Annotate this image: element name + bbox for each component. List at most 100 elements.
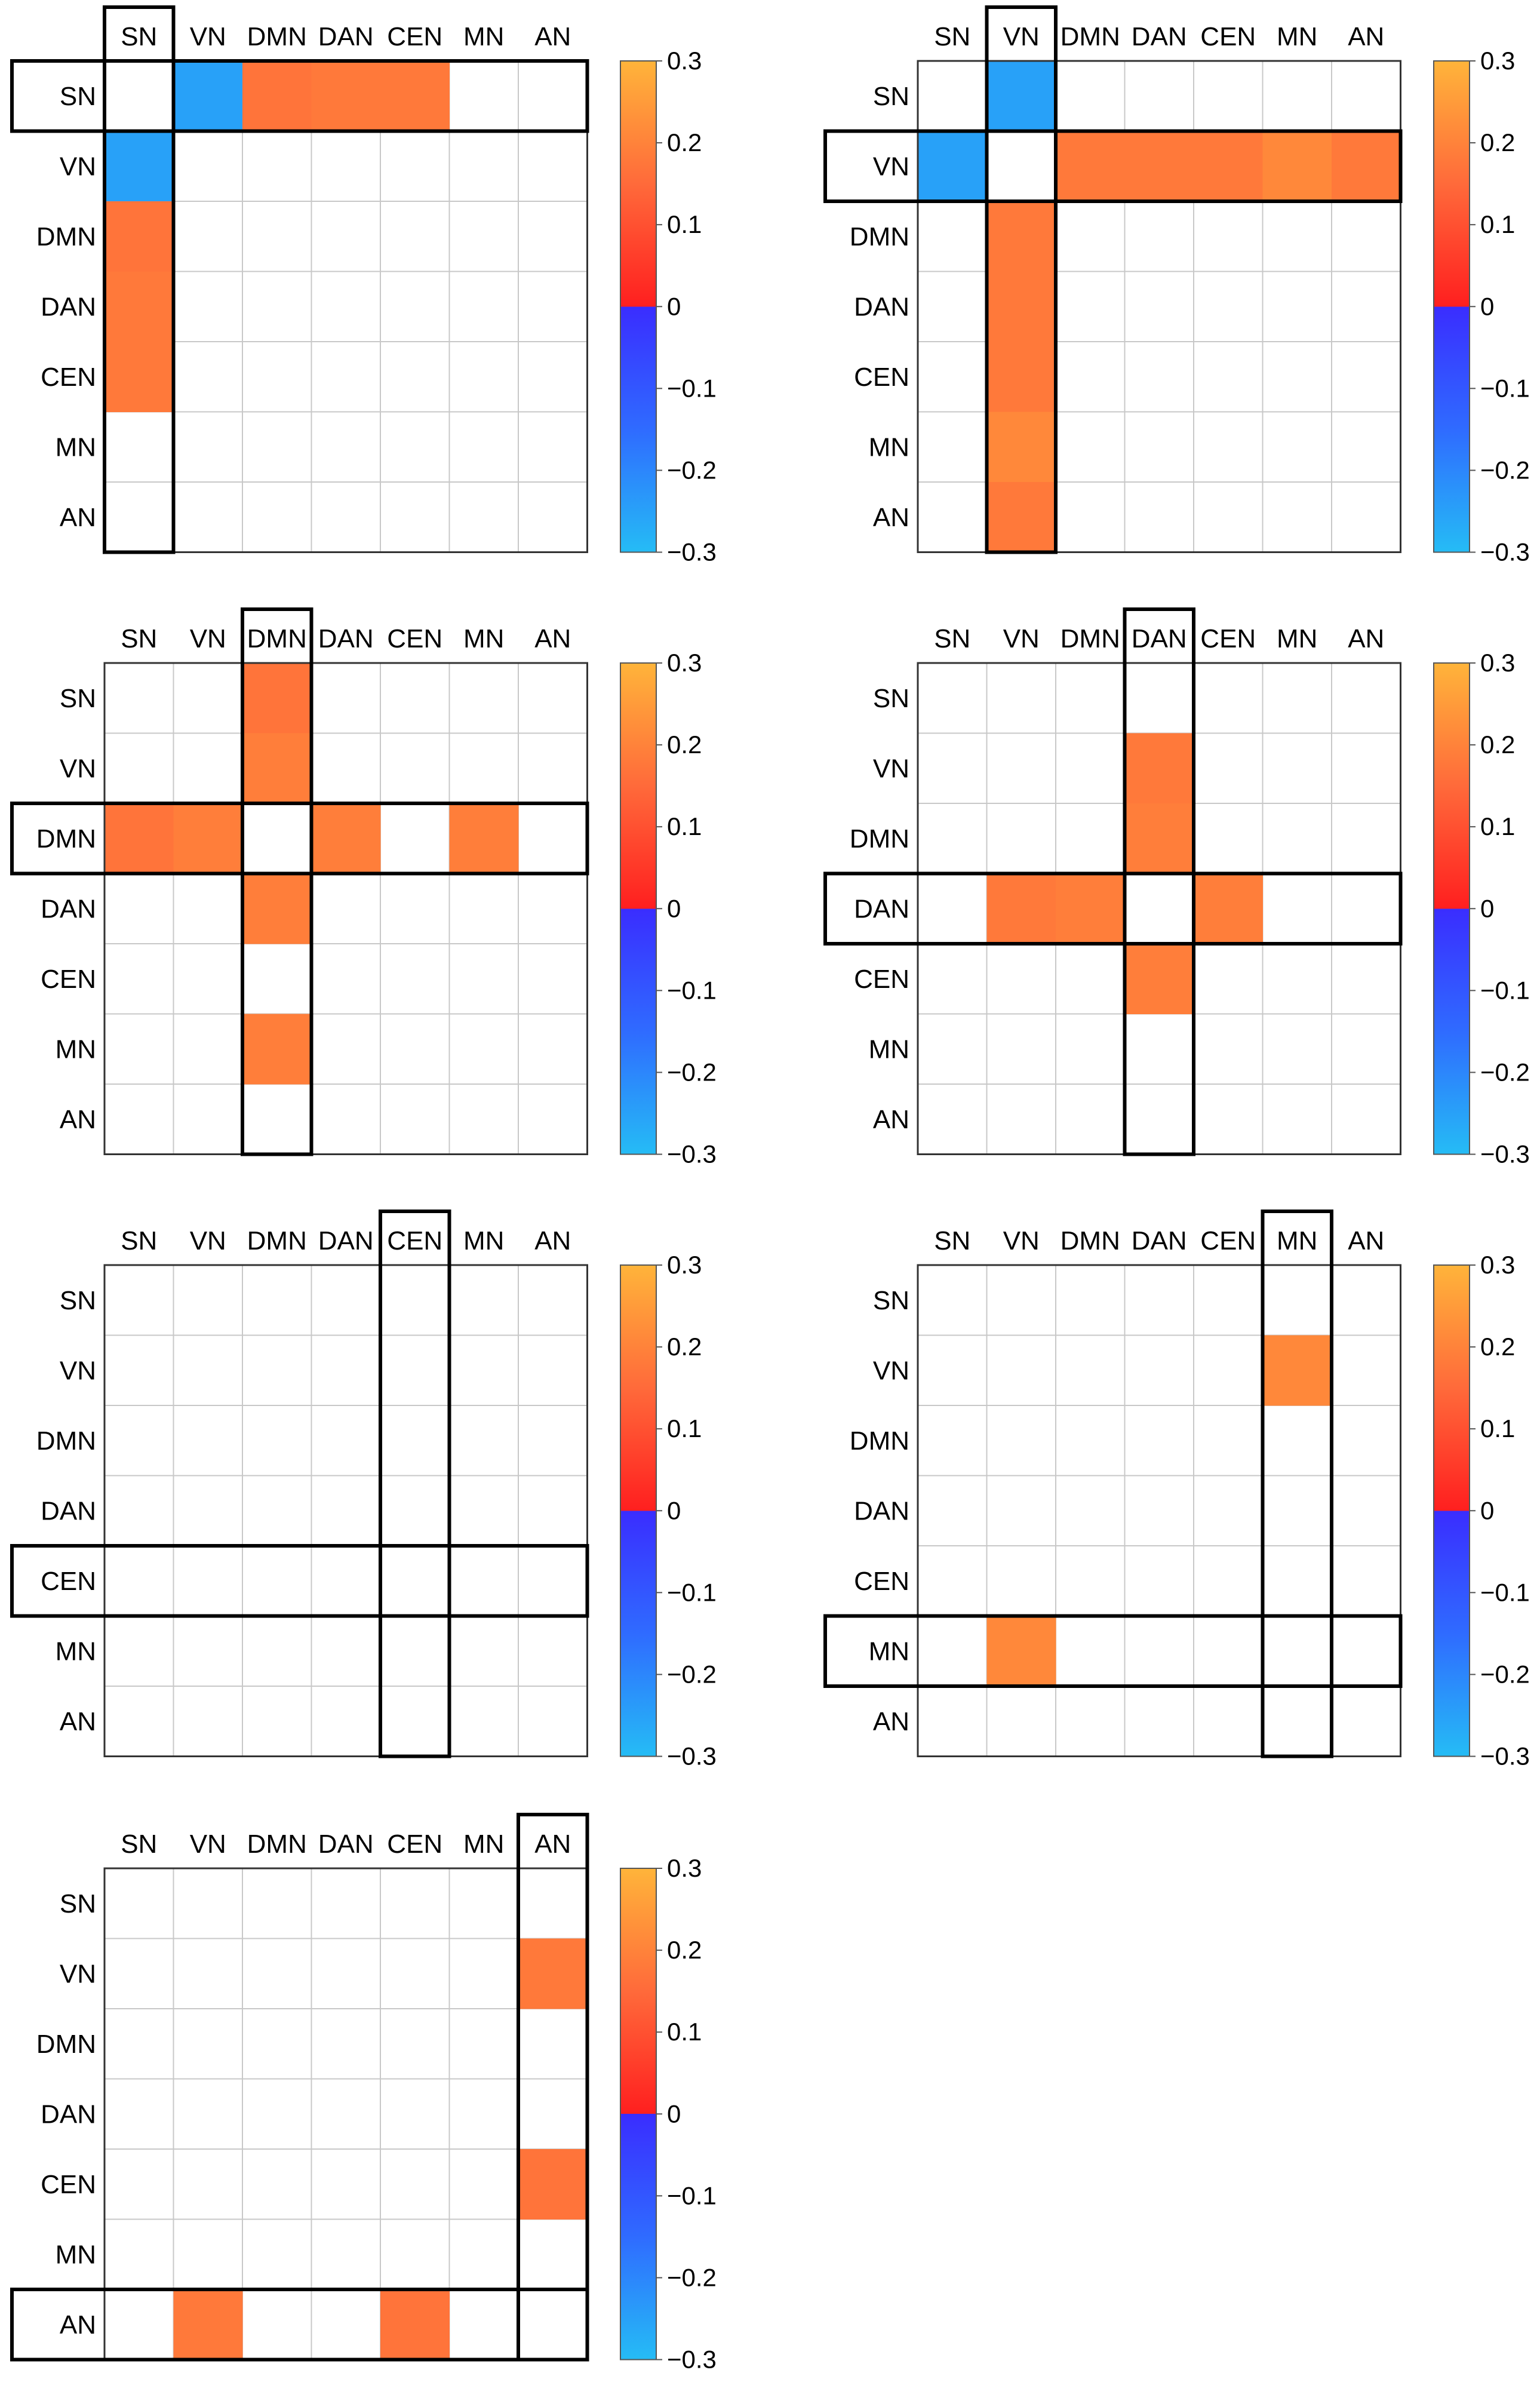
column-label-sn: SN	[934, 1226, 970, 1256]
row-label-an: AN	[60, 1707, 96, 1736]
heatmap-cell-vn-mn	[1262, 1335, 1332, 1406]
row-label-vn: VN	[873, 1356, 909, 1385]
highlight-column-box	[985, 5, 1058, 554]
row-label-mn: MN	[869, 1637, 909, 1666]
heatmap-cell-vn-dan	[1124, 733, 1194, 804]
colorbar-tick-label: 0.2	[667, 730, 702, 759]
highlight-row-box	[10, 2288, 589, 2362]
heatmap-panel-dmn: SN VN DMN DAN CEN MN AN SN VN DMN DAN CEN MN AN 0.3 0.2…	[10, 607, 717, 1168]
colorbar-tick-label: −0.3	[1480, 1742, 1530, 1770]
row-label-vn: VN	[873, 152, 909, 181]
colorbar-tick-label: −0.2	[1480, 456, 1530, 484]
row-label-mn: MN	[56, 432, 96, 462]
heatmap-cell-vn-sn	[104, 131, 174, 202]
heatmap-cell-mn-vn	[986, 412, 1056, 483]
row-label-dan: DAN	[854, 292, 909, 321]
heatmap-cell-dan-vn	[986, 873, 1056, 944]
row-label-dan: DAN	[854, 894, 909, 923]
colorbar-tick-label: 0.3	[667, 1251, 702, 1279]
colorbar-tick-label: 0.1	[667, 210, 702, 238]
heatmap-cell-dmn-mn	[449, 803, 519, 874]
row-label-an: AN	[873, 1105, 909, 1134]
row-label-dan: DAN	[41, 292, 96, 321]
heatmap-panel-dan: SN VN DMN DAN CEN MN AN SN VN DMN DAN CEN MN AN 0.3 0.2…	[823, 607, 1530, 1168]
column-label-mn: MN	[1277, 1226, 1317, 1256]
colorbar	[620, 1265, 656, 1757]
row-label-an: AN	[60, 2310, 96, 2340]
heatmap-cell-sn-vn	[986, 61, 1056, 131]
heatmap-cell-dan-dmn	[242, 873, 312, 944]
row-label-dmn: DMN	[850, 222, 909, 251]
colorbar-tick-label: −0.3	[1480, 1140, 1530, 1168]
column-label-mn: MN	[463, 1830, 504, 1859]
colorbar-tick-label: 0.1	[667, 812, 702, 840]
heatmap-cell-an-cen	[380, 2289, 450, 2360]
column-label-vn: VN	[190, 624, 226, 653]
row-label-sn: SN	[873, 1286, 909, 1315]
colorbar-tick-label: −0.1	[667, 1578, 717, 1606]
heatmap-cell-dan-vn	[986, 271, 1056, 342]
column-label-dmn: DMN	[247, 1226, 307, 1256]
heatmap-border	[917, 1264, 1401, 1757]
colorbar-tick-label: −0.2	[667, 1660, 717, 1688]
colorbar-tick-label: −0.3	[667, 1140, 717, 1168]
colorbar-tick-label: −0.3	[667, 538, 717, 566]
column-label-cen: CEN	[387, 624, 442, 653]
column-label-an: AN	[534, 624, 571, 653]
heatmap-cell-vn-dan	[1124, 131, 1194, 202]
heatmap-cell-cen-sn	[104, 342, 174, 412]
highlight-row-box	[823, 1614, 1403, 1688]
column-label-mn: MN	[463, 22, 504, 51]
colorbar-tick-label: 0.1	[1480, 812, 1515, 840]
heatmap-cell-vn-sn	[918, 131, 987, 202]
colorbar-tick-label: −0.1	[667, 976, 717, 1004]
row-label-vn: VN	[60, 1959, 96, 1988]
colorbar-tick-label: 0	[667, 2099, 681, 2128]
heatmap-cell-vn-mn	[1262, 131, 1332, 202]
colorbar-tick-label: 0.2	[667, 128, 702, 156]
colorbar-tick-label: −0.1	[1480, 374, 1530, 402]
colorbar-tick-label: 0.1	[1480, 1414, 1515, 1442]
row-label-an: AN	[873, 1707, 909, 1736]
column-label-sn: SN	[934, 22, 970, 51]
highlight-row-box	[10, 802, 589, 876]
column-label-dan: DAN	[1132, 22, 1187, 51]
column-label-cen: CEN	[387, 1226, 442, 1256]
colorbar-tick-label: 0.3	[1480, 649, 1515, 677]
row-label-vn: VN	[60, 1356, 96, 1385]
heatmap-cell-dan-cen	[1194, 873, 1263, 944]
colorbar-tick-label: 0.1	[667, 1414, 702, 1442]
colorbar	[620, 1868, 656, 2360]
column-label-an: AN	[1348, 624, 1384, 653]
heatmap-cell-vn-dmn	[1056, 131, 1125, 202]
row-label-sn: SN	[873, 82, 909, 111]
column-label-vn: VN	[190, 1226, 226, 1256]
heatmap-cell-dmn-vn	[986, 201, 1056, 272]
row-label-mn: MN	[869, 1035, 909, 1064]
column-label-cen: CEN	[1200, 1226, 1256, 1256]
heatmap-cell-dmn-dan	[311, 803, 381, 874]
heatmap-cell-vn-an	[518, 1938, 588, 2009]
row-label-cen: CEN	[854, 965, 909, 994]
column-label-vn: VN	[1003, 22, 1040, 51]
heatmap-cell-sn-vn	[173, 61, 243, 131]
colorbar-tick-label: −0.2	[1480, 1660, 1530, 1688]
colorbar	[620, 61, 656, 552]
heatmap-border	[917, 60, 1401, 553]
colorbar-tick-label: −0.1	[667, 2181, 717, 2209]
row-label-dmn: DMN	[36, 1426, 96, 1456]
colorbar	[1434, 663, 1470, 1155]
row-label-an: AN	[60, 1105, 96, 1134]
heatmap-cell-cen-an	[518, 2149, 588, 2220]
column-label-dmn: DMN	[247, 1830, 307, 1859]
colorbar-tick-label: −0.2	[1480, 1058, 1530, 1086]
heatmap-cell-mn-dmn	[242, 1014, 312, 1085]
column-label-cen: CEN	[387, 1830, 442, 1859]
row-label-cen: CEN	[41, 363, 96, 392]
column-label-dan: DAN	[1132, 1226, 1187, 1256]
column-label-dan: DAN	[318, 22, 374, 51]
colorbar-tick-label: 0.2	[667, 1936, 702, 1964]
highlight-row-box	[823, 129, 1403, 203]
column-label-mn: MN	[1277, 22, 1317, 51]
row-label-dmn: DMN	[36, 2030, 96, 2059]
